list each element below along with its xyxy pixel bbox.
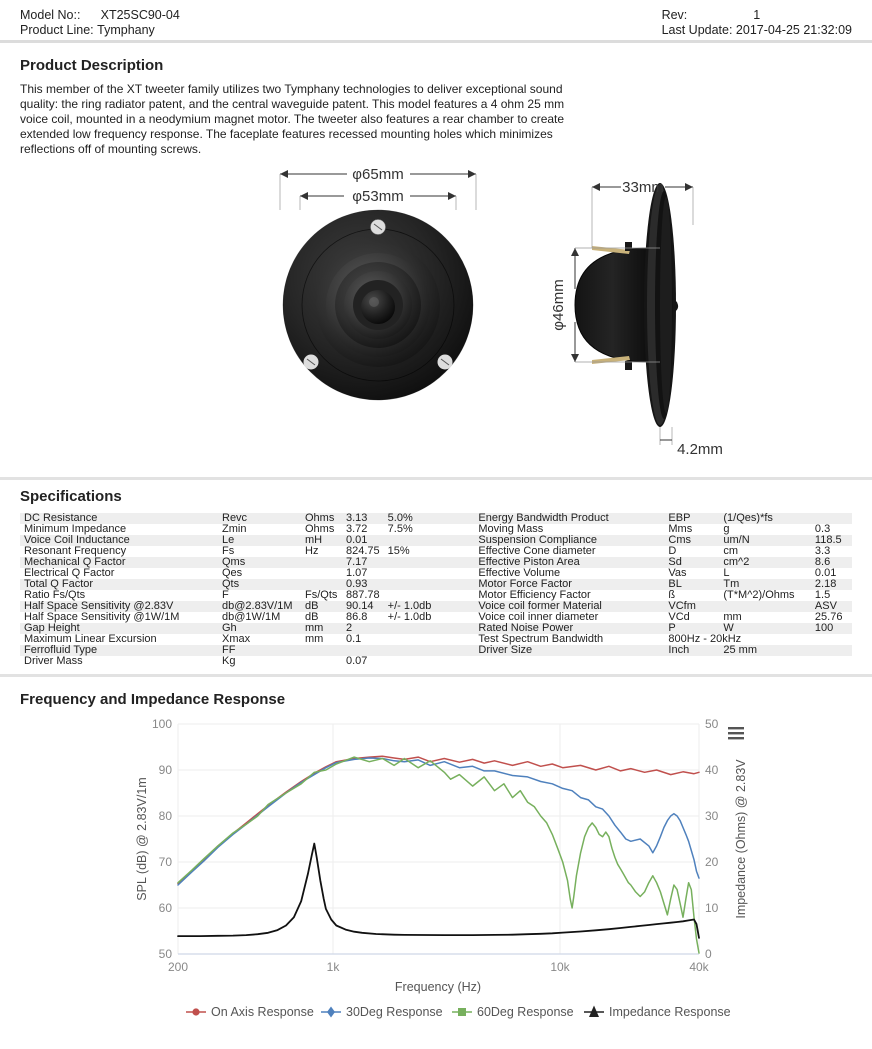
svg-text:100: 100 bbox=[152, 717, 172, 731]
svg-text:200: 200 bbox=[168, 960, 188, 974]
svg-text:20: 20 bbox=[705, 855, 719, 869]
svg-text:70: 70 bbox=[159, 855, 173, 869]
svg-text:60Deg Response: 60Deg Response bbox=[477, 1005, 574, 1019]
svg-text:4.2mm: 4.2mm bbox=[677, 441, 723, 458]
svg-text:0: 0 bbox=[705, 947, 712, 961]
svg-text:80: 80 bbox=[159, 809, 173, 823]
svg-text:40k: 40k bbox=[689, 960, 709, 974]
svg-text:SPL (dB) @ 2.83V/1m: SPL (dB) @ 2.83V/1m bbox=[135, 777, 149, 900]
svg-text:33mm: 33mm bbox=[622, 179, 664, 196]
svg-text:50: 50 bbox=[705, 717, 719, 731]
svg-text:30Deg Response: 30Deg Response bbox=[346, 1005, 443, 1019]
svg-text:1k: 1k bbox=[327, 960, 341, 974]
svg-text:φ53mm: φ53mm bbox=[352, 188, 403, 205]
svg-text:Frequency (Hz): Frequency (Hz) bbox=[395, 980, 481, 994]
svg-text:φ65mm: φ65mm bbox=[352, 166, 403, 183]
svg-text:10k: 10k bbox=[550, 960, 570, 974]
svg-text:Impedance Response: Impedance Response bbox=[609, 1005, 731, 1019]
svg-text:50: 50 bbox=[159, 947, 173, 961]
svg-text:Impedance (Ohms) @ 2.83V: Impedance (Ohms) @ 2.83V bbox=[734, 759, 748, 919]
svg-text:φ46mm: φ46mm bbox=[550, 279, 567, 330]
svg-text:90: 90 bbox=[159, 763, 173, 777]
svg-text:10: 10 bbox=[705, 901, 719, 915]
svg-text:40: 40 bbox=[705, 763, 719, 777]
svg-text:60: 60 bbox=[159, 901, 173, 915]
svg-text:30: 30 bbox=[705, 809, 719, 823]
svg-text:On Axis Response: On Axis Response bbox=[211, 1005, 314, 1019]
